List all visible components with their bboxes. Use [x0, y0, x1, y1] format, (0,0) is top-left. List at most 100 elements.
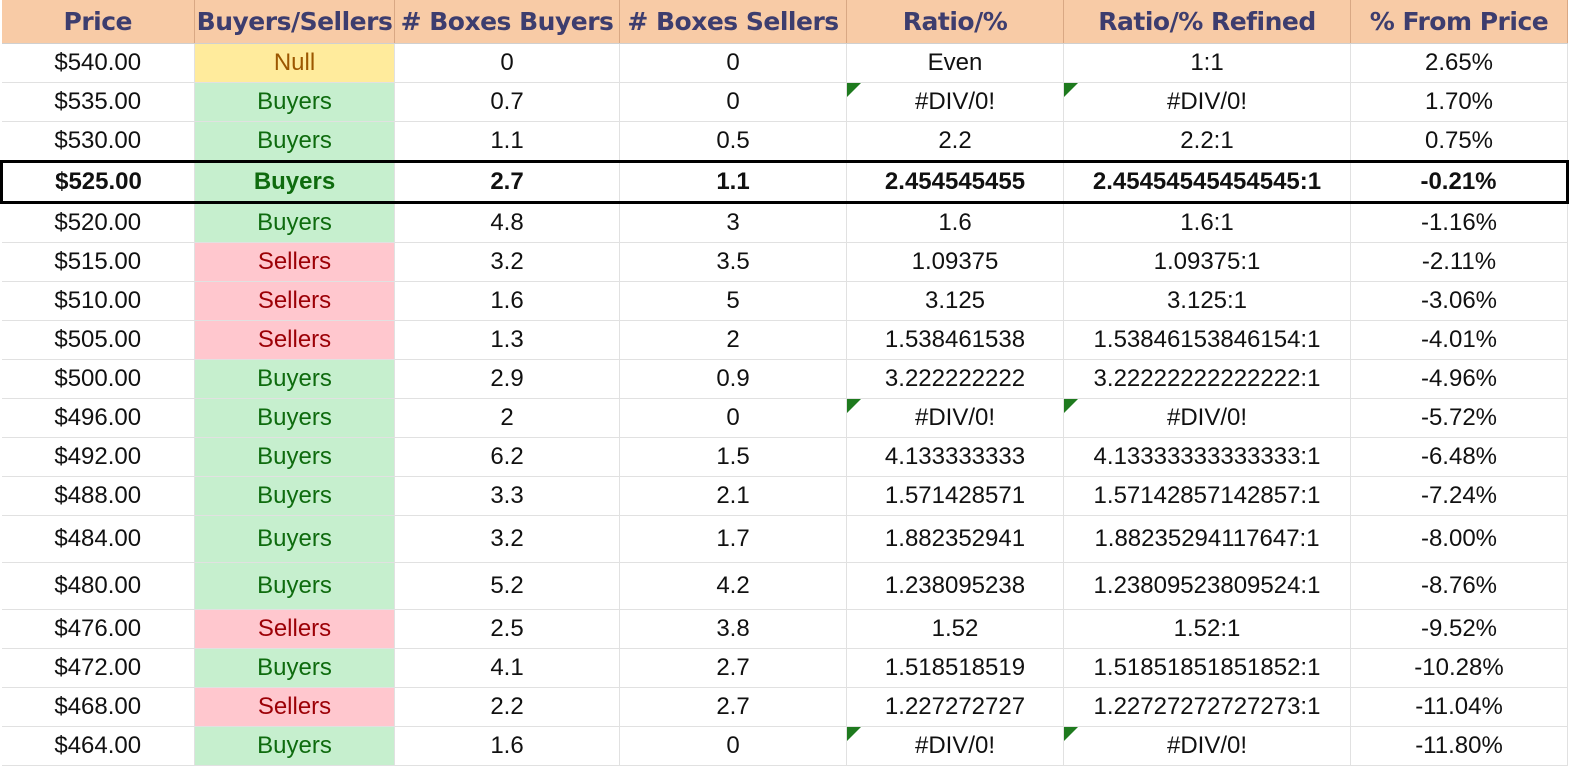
boxes-sellers-cell[interactable]: 3.5	[619, 242, 847, 282]
ratio-refined-cell[interactable]: 1:1	[1063, 43, 1351, 83]
ratio-cell[interactable]: 3.125	[846, 281, 1064, 321]
ratio-cell[interactable]: 1.538461538	[846, 320, 1064, 360]
boxes-buyers-cell[interactable]: 2.7	[394, 160, 620, 204]
column-header-boxes-buyers[interactable]: # Boxes Buyers	[394, 0, 620, 44]
table-row[interactable]: $496.00 Buyers 2 0 #DIV/0! #DIV/0! -5.72%	[1, 398, 1568, 438]
ratio-refined-cell[interactable]: 1.52:1	[1063, 609, 1351, 649]
table-row[interactable]: $492.00 Buyers 6.2 1.5 4.133333333 4.13333333…	[1, 437, 1568, 477]
boxes-sellers-cell[interactable]: 5	[619, 281, 847, 321]
side-cell[interactable]: Buyers	[194, 398, 395, 438]
price-cell[interactable]: $476.00	[1, 609, 195, 649]
from-price-cell[interactable]: -11.80%	[1350, 726, 1568, 766]
boxes-buyers-cell[interactable]: 4.1	[394, 648, 620, 688]
ratio-cell[interactable]: 1.227272727	[846, 687, 1064, 727]
ratio-refined-cell[interactable]: 1.09375:1	[1063, 242, 1351, 282]
boxes-sellers-cell[interactable]: 0	[619, 82, 847, 122]
table-row[interactable]: $488.00 Buyers 3.3 2.1 1.571428571 1.57142857…	[1, 476, 1568, 516]
from-price-cell[interactable]: -2.11%	[1350, 242, 1568, 282]
side-cell[interactable]: Buyers	[194, 202, 395, 243]
error-indicator-icon[interactable]	[847, 727, 861, 741]
from-price-cell[interactable]: -4.01%	[1350, 320, 1568, 360]
table-row[interactable]: $535.00 Buyers 0.7 0 #DIV/0! #DIV/0! 1.70%	[1, 82, 1568, 122]
ratio-refined-cell[interactable]: 1.53846153846154:1	[1063, 320, 1351, 360]
ratio-refined-cell[interactable]: #DIV/0!	[1063, 82, 1351, 122]
from-price-cell[interactable]: -6.48%	[1350, 437, 1568, 477]
price-cell[interactable]: $484.00	[1, 515, 195, 563]
ratio-cell[interactable]: 4.133333333	[846, 437, 1064, 477]
side-cell[interactable]: Sellers	[194, 281, 395, 321]
side-cell[interactable]: Buyers	[194, 648, 395, 688]
boxes-sellers-cell[interactable]: 2.7	[619, 648, 847, 688]
from-price-cell[interactable]: 1.70%	[1350, 82, 1568, 122]
from-price-cell[interactable]: -1.16%	[1350, 202, 1568, 243]
from-price-cell[interactable]: 0.75%	[1350, 121, 1568, 162]
boxes-sellers-cell[interactable]: 2.1	[619, 476, 847, 516]
table-row[interactable]: $476.00 Sellers 2.5 3.8 1.52 1.52:1 -9.52%	[1, 609, 1568, 649]
ratio-cell[interactable]: 1.6	[846, 202, 1064, 243]
boxes-buyers-cell[interactable]: 6.2	[394, 437, 620, 477]
side-cell[interactable]: Sellers	[194, 242, 395, 282]
price-cell[interactable]: $468.00	[1, 687, 195, 727]
from-price-cell[interactable]: -0.21%	[1350, 160, 1569, 204]
column-header-price[interactable]: Price	[1, 0, 195, 44]
ratio-cell[interactable]: 1.571428571	[846, 476, 1064, 516]
price-cell[interactable]: $510.00	[1, 281, 195, 321]
error-indicator-icon[interactable]	[1064, 83, 1078, 97]
column-header-ratio-refined[interactable]: Ratio/% Refined	[1063, 0, 1351, 44]
boxes-sellers-cell[interactable]: 3	[619, 202, 847, 243]
from-price-cell[interactable]: -11.04%	[1350, 687, 1568, 727]
price-cell[interactable]: $496.00	[1, 398, 195, 438]
price-cell[interactable]: $530.00	[1, 121, 195, 162]
side-cell[interactable]: Buyers	[194, 121, 395, 162]
table-row[interactable]: $530.00 Buyers 1.1 0.5 2.2 2.2:1 0.75%	[1, 121, 1568, 162]
boxes-buyers-cell[interactable]: 2.2	[394, 687, 620, 727]
ratio-refined-cell[interactable]: 1.22727272727273:1	[1063, 687, 1351, 727]
ratio-refined-cell[interactable]: 2.2:1	[1063, 121, 1351, 162]
boxes-sellers-cell[interactable]: 2	[619, 320, 847, 360]
ratio-cell[interactable]: 1.52	[846, 609, 1064, 649]
boxes-buyers-cell[interactable]: 5.2	[394, 562, 620, 610]
side-cell[interactable]: Sellers	[194, 687, 395, 727]
side-cell[interactable]: Buyers	[194, 562, 395, 610]
boxes-sellers-cell[interactable]: 0	[619, 726, 847, 766]
boxes-sellers-cell[interactable]: 0	[619, 398, 847, 438]
ratio-cell[interactable]: 1.518518519	[846, 648, 1064, 688]
ratio-refined-cell[interactable]: 4.13333333333333:1	[1063, 437, 1351, 477]
side-cell[interactable]: Buyers	[194, 515, 395, 563]
boxes-sellers-cell[interactable]: 0.5	[619, 121, 847, 162]
price-cell[interactable]: $472.00	[1, 648, 195, 688]
boxes-buyers-cell[interactable]: 2	[394, 398, 620, 438]
from-price-cell[interactable]: -9.52%	[1350, 609, 1568, 649]
boxes-buyers-cell[interactable]: 1.3	[394, 320, 620, 360]
error-indicator-icon[interactable]	[1064, 727, 1078, 741]
table-row[interactable]: $472.00 Buyers 4.1 2.7 1.518518519 1.51851851…	[1, 648, 1568, 688]
price-cell[interactable]: $520.00	[1, 202, 195, 243]
ratio-cell[interactable]: 3.222222222	[846, 359, 1064, 399]
ratio-cell[interactable]: 1.882352941	[846, 515, 1064, 563]
boxes-buyers-cell[interactable]: 4.8	[394, 202, 620, 243]
boxes-buyers-cell[interactable]: 0.7	[394, 82, 620, 122]
boxes-buyers-cell[interactable]: 2.9	[394, 359, 620, 399]
side-cell[interactable]: Buyers	[194, 359, 395, 399]
price-cell[interactable]: $500.00	[1, 359, 195, 399]
boxes-buyers-cell[interactable]: 2.5	[394, 609, 620, 649]
price-cell[interactable]: $492.00	[1, 437, 195, 477]
side-cell[interactable]: Sellers	[194, 320, 395, 360]
side-cell[interactable]: Sellers	[194, 609, 395, 649]
boxes-sellers-cell[interactable]: 1.7	[619, 515, 847, 563]
column-header-ratio[interactable]: Ratio/%	[846, 0, 1064, 44]
table-row[interactable]: $510.00 Sellers 1.6 5 3.125 3.125:1 -3.06%	[1, 281, 1568, 321]
price-cell[interactable]: $515.00	[1, 242, 195, 282]
table-row[interactable]: $484.00 Buyers 3.2 1.7 1.882352941 1.88235294…	[1, 515, 1568, 563]
column-header-buyers-sellers[interactable]: Buyers/Sellers	[194, 0, 395, 44]
ratio-refined-cell[interactable]: 1.23809523809524:1	[1063, 562, 1351, 610]
boxes-sellers-cell[interactable]: 1.5	[619, 437, 847, 477]
boxes-sellers-cell[interactable]: 2.7	[619, 687, 847, 727]
boxes-sellers-cell[interactable]: 0	[619, 43, 847, 83]
price-cell[interactable]: $480.00	[1, 562, 195, 610]
error-indicator-icon[interactable]	[1064, 399, 1078, 413]
price-cell[interactable]: $540.00	[1, 43, 195, 83]
boxes-buyers-cell[interactable]: 1.6	[394, 281, 620, 321]
from-price-cell[interactable]: -4.96%	[1350, 359, 1568, 399]
ratio-refined-cell[interactable]: #DIV/0!	[1063, 726, 1351, 766]
